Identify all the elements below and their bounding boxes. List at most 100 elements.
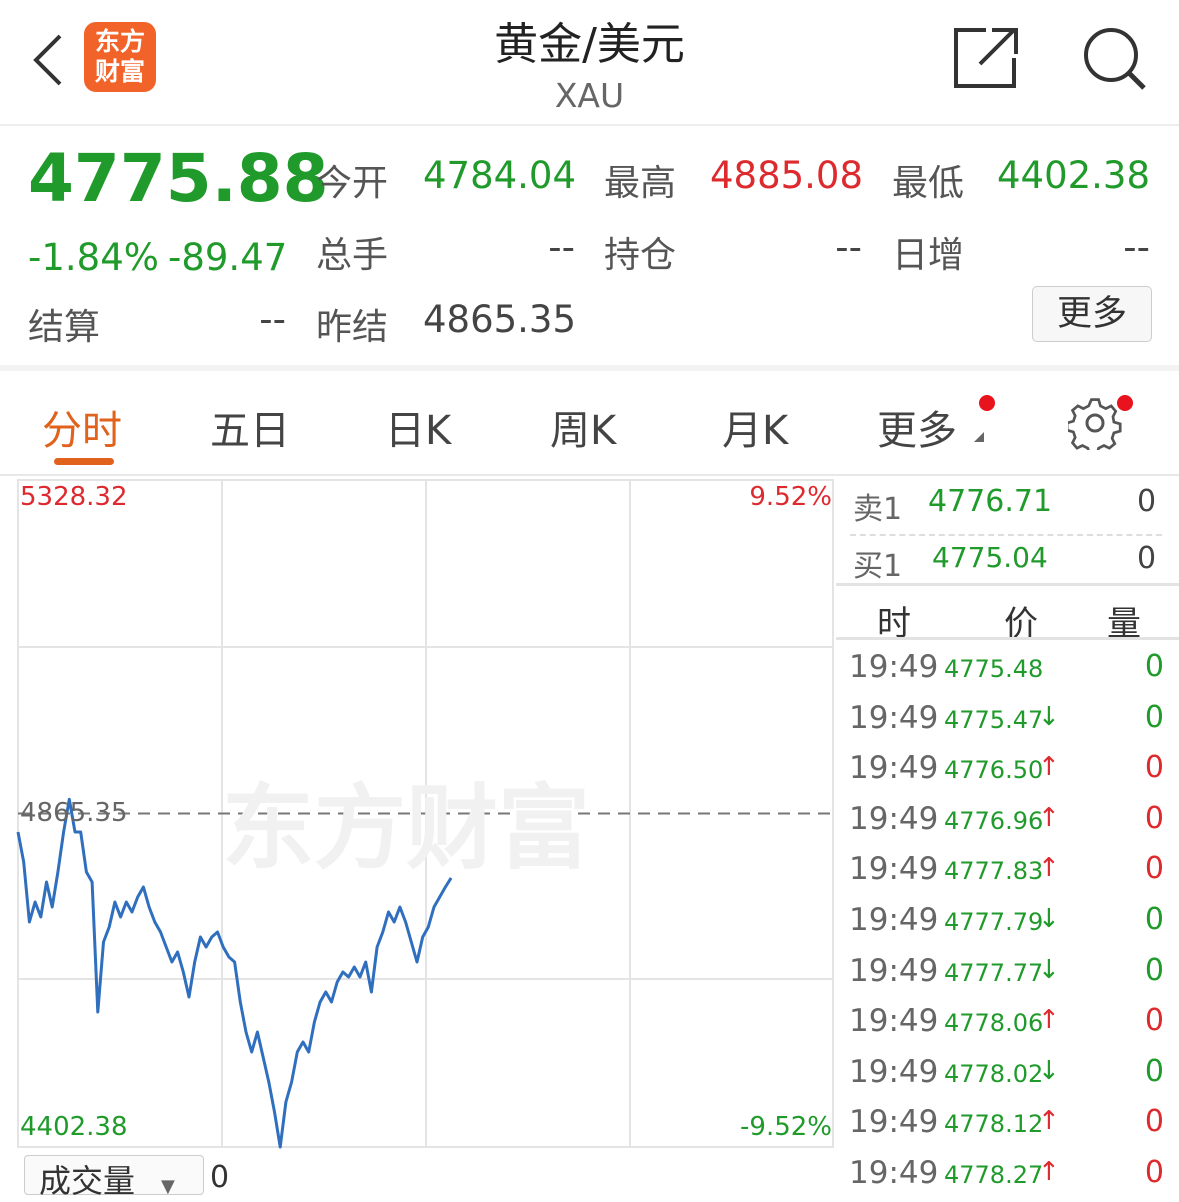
y-max-label: 5328.32 bbox=[20, 482, 128, 512]
change: -89.47 bbox=[168, 236, 288, 279]
tick-price: 4775.47 bbox=[944, 705, 1044, 734]
tick-price: 4777.77 bbox=[944, 958, 1044, 987]
tick-arrow-icon: ↑ bbox=[1038, 1005, 1060, 1036]
oi-label: 持仓 bbox=[604, 235, 677, 276]
notification-dot bbox=[1117, 395, 1133, 411]
tick-price: 4775.48 bbox=[944, 655, 1044, 683]
tick-time: 19:49 bbox=[849, 699, 939, 736]
tab-daily-k[interactable]: 日K bbox=[385, 408, 452, 454]
pct-max-label: 9.52% bbox=[749, 482, 832, 512]
notification-dot bbox=[979, 395, 995, 411]
logo: 东方财富 bbox=[84, 22, 156, 92]
settle-label: 结算 bbox=[28, 307, 101, 348]
high-label: 最高 bbox=[604, 163, 677, 204]
tick-volume: 0 bbox=[1144, 902, 1164, 937]
divider bbox=[836, 637, 1179, 640]
tick-volume: 0 bbox=[1144, 952, 1164, 988]
dropdown-corner-icon bbox=[974, 432, 984, 442]
tick-arrow-icon: ↑ bbox=[1038, 752, 1060, 783]
tick-volume: 0 bbox=[1144, 1003, 1164, 1039]
tick-volume: 0 bbox=[1144, 699, 1164, 735]
settings-gear-icon[interactable] bbox=[1068, 396, 1122, 450]
low-label: 最低 bbox=[892, 163, 965, 204]
header: 东方财富 黄金/美元 XAU bbox=[0, 0, 1179, 126]
high-value: 4885.08 bbox=[710, 154, 864, 197]
tick-price: 4777.79 bbox=[944, 908, 1044, 936]
buy-1-volume: 0 bbox=[1137, 541, 1157, 576]
tick-arrow-icon: ↓ bbox=[1038, 954, 1060, 985]
tick-arrow-icon: ↓ bbox=[1038, 701, 1060, 732]
pct-min-label: -9.52% bbox=[740, 1112, 832, 1142]
tab-intraday[interactable]: 分时 bbox=[42, 408, 122, 454]
tick-time: 19:49 bbox=[849, 1003, 939, 1040]
tick-arrow-icon: ↑ bbox=[1038, 853, 1060, 884]
volume-value: -- bbox=[548, 226, 575, 269]
share-icon[interactable] bbox=[952, 26, 1020, 90]
tick-volume: 0 bbox=[1144, 800, 1164, 836]
tick-volume: 0 bbox=[1144, 1104, 1164, 1140]
tick-time: 19:49 bbox=[849, 1053, 939, 1090]
tab-weekly-k[interactable]: 周K bbox=[550, 408, 617, 454]
tick-time: 19:49 bbox=[849, 902, 939, 938]
open-value: 4784.04 bbox=[423, 154, 577, 197]
tick-arrow-icon: ↑ bbox=[1038, 1157, 1060, 1187]
dropdown-arrow-icon: ▼ bbox=[161, 1176, 175, 1197]
tick-volume: 0 bbox=[1144, 1053, 1164, 1089]
daily-inc-value: -- bbox=[1123, 226, 1150, 269]
tick-time: 19:49 bbox=[849, 952, 939, 989]
tick-price: 4778.02 bbox=[944, 1059, 1044, 1088]
page-subtitle: XAU bbox=[554, 76, 625, 115]
active-tab-indicator bbox=[54, 458, 114, 465]
low-value: 4402.38 bbox=[997, 154, 1151, 197]
prev-settle-label: 昨结 bbox=[316, 307, 389, 348]
sell-1-volume: 0 bbox=[1137, 484, 1157, 519]
more-button[interactable]: 更多 bbox=[1032, 286, 1152, 342]
daily-inc-label: 日增 bbox=[892, 235, 965, 276]
buy-1-price: 4775.04 bbox=[932, 541, 1048, 574]
tick-price: 4778.06 bbox=[944, 1009, 1044, 1038]
sell-1-price: 4776.71 bbox=[928, 484, 1053, 519]
ref-price-label: 4865.35 bbox=[20, 798, 128, 828]
tick-time: 19:49 bbox=[849, 750, 939, 787]
intraday-chart-area: 东方财富 5328.32 9.52% 4865.35 4402.38 -9.52… bbox=[0, 474, 1179, 1191]
tick-price: 4778.27 bbox=[944, 1161, 1044, 1189]
tab-five-day[interactable]: 五日 bbox=[210, 408, 290, 454]
page-title: 黄金/美元 bbox=[494, 19, 685, 70]
tick-price: 4776.50 bbox=[944, 756, 1044, 785]
buy-1-label: 买1 bbox=[853, 549, 903, 584]
indicator-selector[interactable]: 成交量 ▼ bbox=[24, 1155, 204, 1200]
tick-time: 19:49 bbox=[849, 1155, 939, 1191]
tick-volume: 0 bbox=[1144, 1155, 1164, 1190]
tick-arrow-icon: ↓ bbox=[1038, 904, 1060, 934]
settle-value: -- bbox=[259, 298, 286, 341]
last-price: 4775.88 bbox=[28, 140, 329, 217]
prev-settle-value: 4865.35 bbox=[423, 298, 577, 341]
back-icon[interactable] bbox=[30, 32, 66, 88]
sell-1-label: 卖1 bbox=[853, 492, 903, 527]
change-pct: -1.84% bbox=[28, 236, 159, 279]
indicator-selector-label: 成交量 bbox=[39, 1162, 136, 1200]
oi-value: -- bbox=[835, 226, 862, 269]
search-icon[interactable] bbox=[1082, 26, 1148, 92]
tab-monthly-k[interactable]: 月K bbox=[722, 408, 789, 454]
watermark: 东方财富 bbox=[222, 775, 591, 882]
open-label: 今开 bbox=[316, 163, 389, 204]
orderbook-divider bbox=[850, 534, 1162, 536]
volume-label: 总手 bbox=[316, 235, 389, 276]
volume-value: 0 bbox=[210, 1160, 230, 1195]
divider bbox=[836, 583, 1179, 586]
tick-volume: 0 bbox=[1144, 750, 1164, 786]
y-min-label: 4402.38 bbox=[20, 1112, 128, 1142]
intraday-chart[interactable] bbox=[0, 476, 835, 1152]
tick-time: 19:49 bbox=[849, 851, 939, 888]
tick-arrow-icon: ↓ bbox=[1038, 1055, 1060, 1086]
tick-volume: 0 bbox=[1144, 851, 1164, 887]
tick-time: 19:49 bbox=[849, 1104, 939, 1141]
tick-arrow-icon: ↑ bbox=[1038, 1106, 1060, 1137]
tab-more[interactable]: 更多 bbox=[877, 408, 957, 454]
price-line bbox=[16, 797, 453, 1149]
tick-time: 19:49 bbox=[849, 649, 939, 685]
tick-volume: 0 bbox=[1144, 649, 1164, 684]
tick-time: 19:49 bbox=[849, 800, 939, 837]
tick-price: 4778.12 bbox=[944, 1110, 1044, 1139]
